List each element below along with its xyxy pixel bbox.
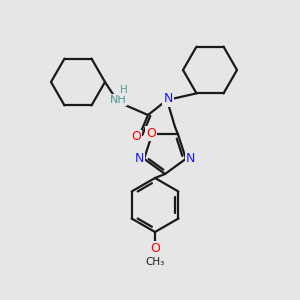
Text: O: O <box>131 130 141 143</box>
Text: H: H <box>120 85 128 95</box>
Text: CH₃: CH₃ <box>146 257 165 267</box>
Text: O: O <box>146 127 156 140</box>
Text: N: N <box>186 152 196 165</box>
Text: N: N <box>134 152 144 165</box>
Text: O: O <box>150 242 160 254</box>
Text: NH: NH <box>110 95 126 105</box>
Text: N: N <box>163 92 173 106</box>
